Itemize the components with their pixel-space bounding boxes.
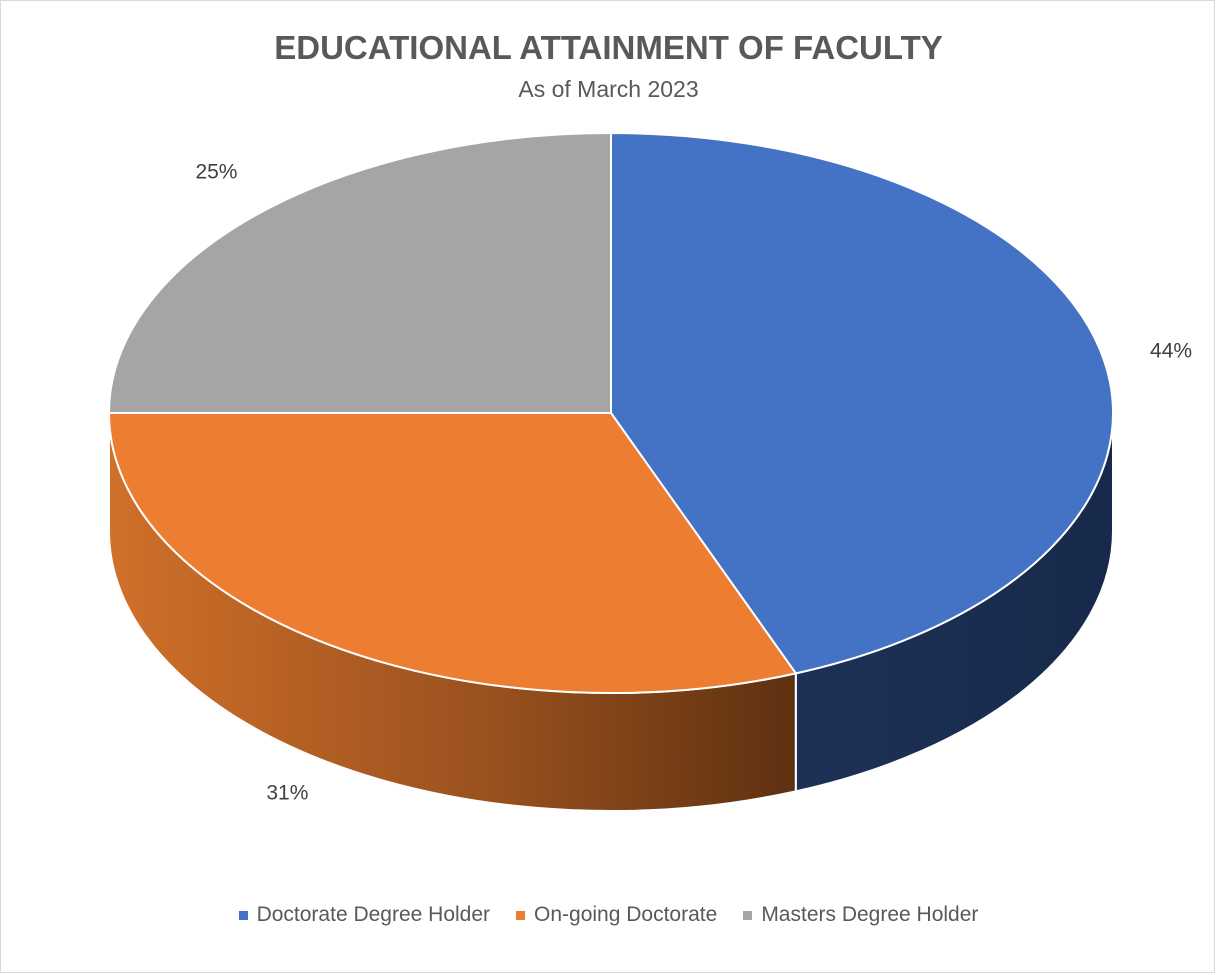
legend-item-ongoing: On-going Doctorate <box>516 903 717 927</box>
legend-item-doctorate: Doctorate Degree Holder <box>238 903 491 927</box>
data-label-1: 31% <box>266 781 308 804</box>
legend-swatch-icon <box>516 910 526 920</box>
legend-label: Doctorate Degree Holder <box>256 903 491 926</box>
pie-labels: 44% 31% 25% <box>195 161 1192 805</box>
chart-subtitle: As of March 2023 <box>518 76 699 102</box>
data-label-0: 44% <box>1150 340 1192 363</box>
pie-slice-2 <box>108 132 612 414</box>
legend-swatch-icon <box>743 910 753 920</box>
legend-swatch-icon <box>238 910 248 920</box>
legend-label: On-going Doctorate <box>534 903 718 926</box>
chart-title: EDUCATIONAL ATTAINMENT OF FACULTY <box>274 29 943 66</box>
pie-chart: 44% 31% 25% <box>108 132 1192 812</box>
data-label-2: 25% <box>195 161 237 184</box>
legend: Doctorate Degree Holder On-going Doctora… <box>1 903 1216 927</box>
pie-slice-1 <box>108 412 797 694</box>
pie-slice-0 <box>610 132 1114 675</box>
legend-item-masters: Masters Degree Holder <box>743 903 978 927</box>
legend-label: Masters Degree Holder <box>761 903 979 926</box>
pie-top <box>108 132 1114 694</box>
